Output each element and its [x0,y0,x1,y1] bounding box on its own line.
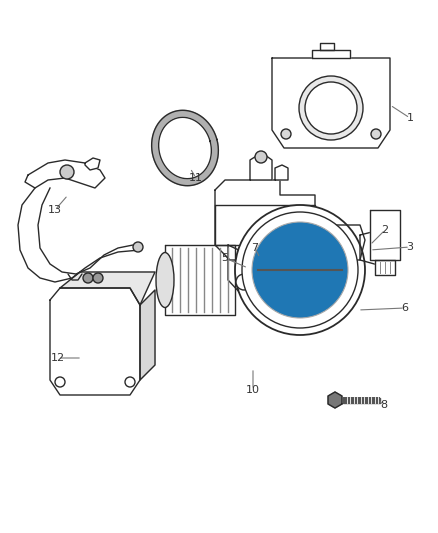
Text: 6: 6 [402,303,409,313]
Circle shape [125,377,135,387]
Polygon shape [228,245,260,295]
Circle shape [83,273,93,283]
Polygon shape [50,288,140,395]
Polygon shape [159,117,212,179]
Text: 12: 12 [51,353,65,363]
Circle shape [60,165,74,179]
Text: 13: 13 [48,205,62,215]
Polygon shape [140,290,155,380]
Text: 5: 5 [222,253,229,263]
Polygon shape [25,160,105,188]
Text: 7: 7 [251,243,258,253]
Polygon shape [152,110,219,185]
Circle shape [255,151,267,163]
Circle shape [235,205,365,335]
Text: 10: 10 [246,385,260,395]
Polygon shape [328,392,342,408]
Polygon shape [60,272,155,305]
Polygon shape [375,260,395,275]
Polygon shape [272,58,390,148]
Circle shape [242,212,358,328]
Text: 1: 1 [406,113,413,123]
Circle shape [371,129,381,139]
Circle shape [236,274,252,290]
Polygon shape [165,245,235,315]
Text: 2: 2 [381,225,389,235]
Ellipse shape [156,253,174,308]
Circle shape [55,377,65,387]
Polygon shape [18,188,140,282]
Text: 8: 8 [381,400,388,410]
Circle shape [302,274,318,290]
Circle shape [281,129,291,139]
Polygon shape [370,210,400,260]
Polygon shape [335,225,365,260]
Text: 11: 11 [189,173,203,183]
Circle shape [305,82,357,134]
Polygon shape [275,165,288,180]
Polygon shape [290,250,330,295]
Polygon shape [312,50,350,58]
Circle shape [252,222,348,318]
Polygon shape [320,43,334,50]
Polygon shape [360,230,388,265]
Polygon shape [215,205,315,245]
Polygon shape [250,155,272,180]
Circle shape [93,273,103,283]
Text: 3: 3 [406,242,413,252]
Polygon shape [85,158,100,170]
Circle shape [133,242,143,252]
Polygon shape [215,180,315,260]
Circle shape [299,76,363,140]
